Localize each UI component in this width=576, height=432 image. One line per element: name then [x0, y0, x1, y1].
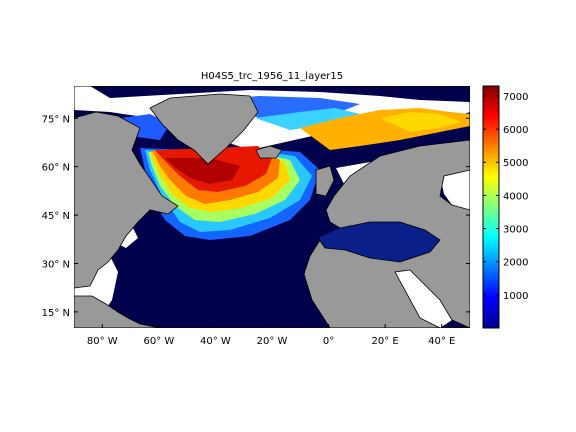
lon-tick-label: 40° E — [428, 336, 455, 347]
lat-tick-label: 15° N — [42, 308, 70, 319]
mediterranean-field — [318, 222, 440, 262]
plume-dark-red — [165, 158, 240, 184]
colorbar-tick-label: 7000 — [503, 92, 528, 103]
no-data-red-sea — [395, 270, 452, 328]
colorbar-tick-label: 5000 — [503, 158, 528, 169]
eurasia-africa-land — [303, 139, 470, 328]
central-america-land — [74, 295, 161, 328]
lon-tick-label: 20° E — [372, 336, 399, 347]
colorbar-tick-label: 2000 — [503, 258, 528, 269]
arctic-yellow-band — [380, 112, 462, 132]
greenland-land — [149, 93, 259, 165]
arctic-cyan-band — [255, 108, 360, 130]
no-data-caspian — [440, 170, 470, 210]
colorbar-tick-label: 6000 — [503, 125, 528, 136]
lon-tick-label: 0° — [323, 336, 334, 347]
lat-tick-label: 30° N — [42, 259, 70, 270]
colorbar-tick-label: 4000 — [503, 191, 528, 202]
lon-tick-label: 80° W — [87, 336, 118, 347]
colorbar-axis: 1000 2000 3000 4000 5000 6000 7000 — [483, 92, 528, 302]
iceland-land — [255, 145, 283, 159]
map-title: H04S5_trc_1956_11_layer15 — [201, 71, 343, 82]
colorbar — [482, 85, 500, 329]
lat-tick-label: 60° N — [42, 163, 70, 174]
arctic-low-band — [90, 86, 470, 102]
colorbar-tick-label: 3000 — [503, 225, 528, 236]
colorbar-tick-label: 1000 — [503, 291, 528, 302]
map-plot-area — [74, 86, 470, 328]
lon-tick-label: 20° W — [257, 336, 288, 347]
british-isles-land — [315, 165, 335, 197]
lat-tick-label: 75° N — [42, 114, 70, 125]
lon-tick-label: 60° W — [143, 336, 174, 347]
north-america-land — [74, 111, 179, 289]
lat-tick-label: 45° N — [42, 211, 70, 222]
latitude-axis: 75° N 60° N 45° N 30° N 15° N — [42, 114, 470, 319]
longitude-axis: 80° W 60° W 40° W 20° W 0° 20° E 40° E — [87, 86, 455, 347]
lon-tick-label: 40° W — [200, 336, 231, 347]
